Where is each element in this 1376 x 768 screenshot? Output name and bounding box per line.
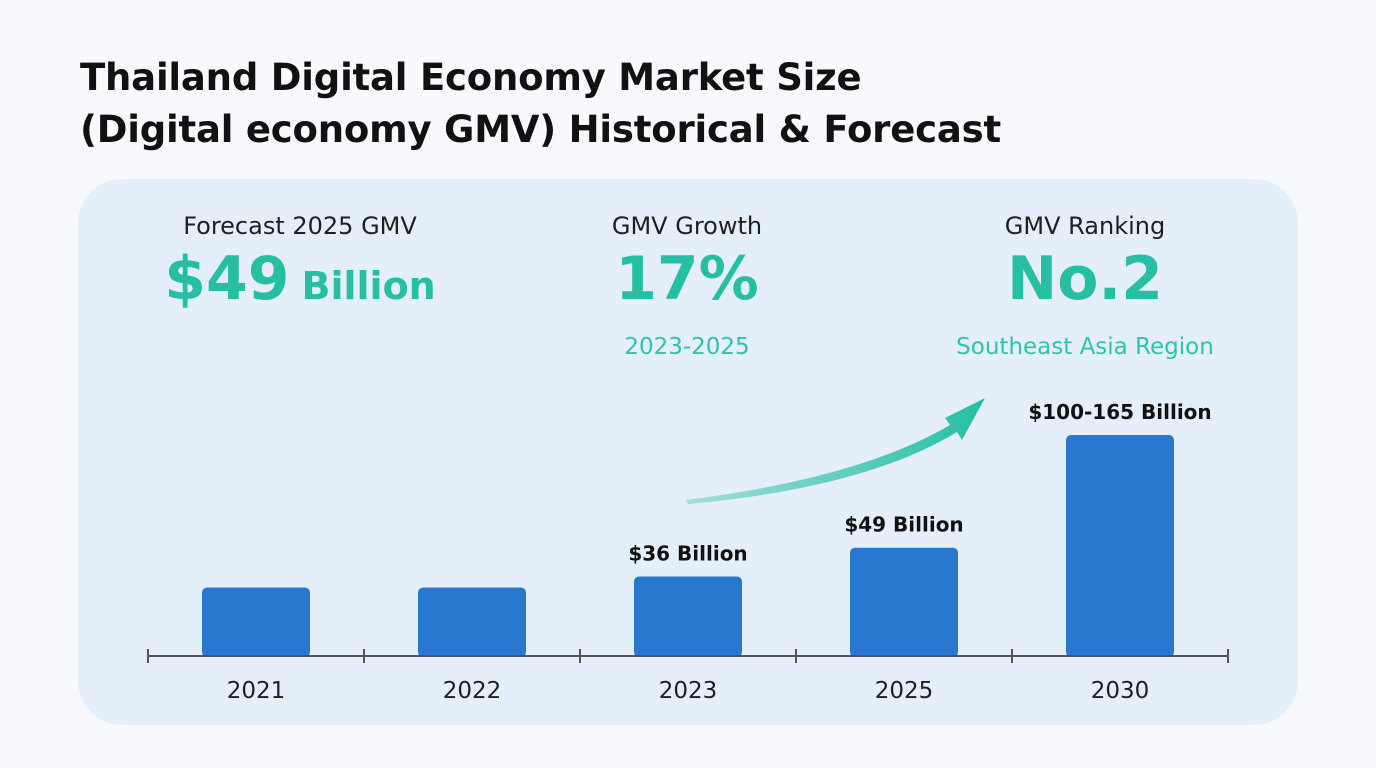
data-label: $49 Billion [844,513,963,537]
bar-2025 [850,547,958,657]
stat-unit: Billion [301,264,436,308]
bar-2023 [634,576,742,657]
x-axis: 2021 2022 2023 2025 2030 [147,649,1229,704]
stat-number: $49 [164,244,290,314]
bar-2030 [1066,435,1174,657]
bar-2021 [202,587,310,657]
data-labels-group: $36 Billion $49 Billion $100-165 Billion [628,400,1211,565]
x-tick-label: 2022 [443,678,502,704]
x-tick-label: 2023 [659,678,718,704]
stat-value: 17% [537,241,837,332]
stat-number: 17% [615,244,759,314]
data-label: $100-165 Billion [1028,400,1211,424]
stat-value: No.2 [935,241,1235,332]
stat-number: No.2 [1007,244,1163,314]
chart-title: Thailand Digital Economy Market Size (Di… [80,52,1001,156]
stat-gmv-ranking: GMV Ranking No.2 Southeast Asia Region [935,211,1235,362]
stat-sub: Southeast Asia Region [956,334,1214,360]
stat-label: Forecast 2025 GMV [183,212,417,240]
stat-sub: 2023-2025 [624,334,750,360]
stat-label: GMV Ranking [1004,212,1166,240]
bar-2022 [418,587,526,657]
x-tick-label: 2030 [1091,678,1150,704]
stat-label: GMV Growth [611,212,763,240]
bars-group [202,435,1174,657]
title-line-2: (Digital economy GMV) Historical & Forec… [80,108,1001,151]
stat-value: $49 Billion [150,241,450,332]
data-label: $36 Billion [628,541,747,565]
stat-gmv-growth: GMV Growth 17% 2023-2025 [537,211,837,362]
title-line-1: Thailand Digital Economy Market Size [80,56,862,99]
stat-forecast-gmv: Forecast 2025 GMV $49 Billion [150,211,450,332]
growth-arrow [686,398,985,504]
x-tick-label: 2021 [227,678,286,704]
x-tick-label: 2025 [875,678,934,704]
